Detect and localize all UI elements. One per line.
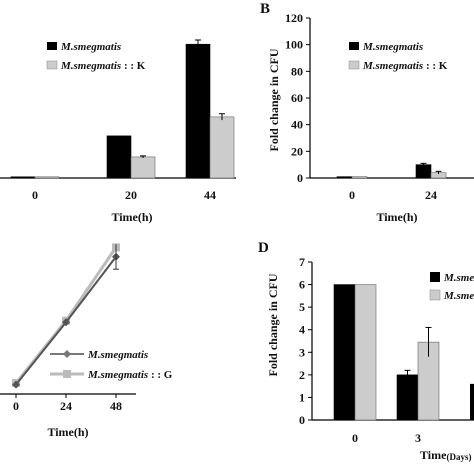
panel-b-y-tick-2: 40 <box>291 118 303 132</box>
panel-a-x-tick-2: 44 <box>204 188 216 202</box>
panel-d-chart: D Fold change in CFU 0 1 2 3 4 5 6 7 0 3 Time(Da… <box>258 240 474 462</box>
panel-a-bar-s0-1 <box>106 135 132 179</box>
panel-b-bar-s0-0 <box>336 176 353 179</box>
panel-a-bar-s1-2 <box>209 116 235 179</box>
panel-d-y-tick-5: 5 <box>299 300 305 314</box>
panel-d-letter: D <box>258 240 269 256</box>
panel-d-bar-extra <box>470 383 474 420</box>
panel-d-y-tick-3: 3 <box>299 345 305 359</box>
panel-d-legend-label-1: M.smeg <box>443 272 474 284</box>
panel-a-chart: 0 20 44 Time(h) M.smegmatis M.smegmatis : … <box>0 39 236 224</box>
panel-c-legend-label-1: M.smegmatis <box>87 349 148 361</box>
panel-b-bar-s0-1 <box>415 164 432 179</box>
panel-b-xlabel: Time(h) <box>376 210 417 224</box>
panel-d-y-tick-1: 1 <box>299 390 305 404</box>
panel-a-x-tick-1: 20 <box>125 188 137 202</box>
panel-c-x-tick-2: 48 <box>110 399 122 413</box>
panel-b-x-tick-1: 24 <box>425 188 437 202</box>
panel-b-legend-label-1: M.smegmatis <box>362 41 423 53</box>
panel-b-y-tick-5: 100 <box>285 38 303 52</box>
panel-d-bar-s1-0 <box>354 284 377 421</box>
panel-a-bar-s1-0 <box>34 176 60 179</box>
panel-c-legend-marker-1 <box>63 350 71 358</box>
panel-d-legend-label-2: M.sme <box>443 290 474 302</box>
panel-a-bar-s1-1 <box>130 156 156 179</box>
panel-b-legend: M.smegmatis M.smegmatis : : K <box>348 41 448 72</box>
panel-b-chart: B Fold change in CFU 0 20 40 60 80 100 120 0 24… <box>260 1 474 224</box>
panel-a-bar-s0-2 <box>185 43 211 179</box>
panel-a-legend-label-1: M.smegmatis <box>60 41 121 53</box>
panel-d-x-tick-1: 3 <box>415 431 421 445</box>
panel-d-bar-s0-1 <box>396 374 419 421</box>
panel-b-legend-swatch-2 <box>348 60 360 70</box>
panel-b-y-tick-6: 120 <box>285 11 303 25</box>
panel-c-chart: 0 24 48 Time(h) M.smegmatis M.smegmatis : … <box>0 243 173 439</box>
panel-b-ylabel: Fold change in CFU <box>267 48 281 151</box>
panel-a-legend-swatch-1 <box>47 42 57 50</box>
panel-d-y-tick-2: 2 <box>299 368 305 382</box>
panel-a-legend: M.smegmatis M.smegmatis : : K <box>46 41 146 72</box>
panel-d-legend: M.smeg M.sme <box>429 272 474 302</box>
panel-d-bar-s0-0 <box>333 284 356 421</box>
panel-d-ylabel: Fold change in CFU <box>266 273 280 376</box>
panel-b-legend-label-2: M.smegmatis : : K <box>362 60 448 72</box>
panel-c-x-tick-0: 0 <box>13 399 19 413</box>
panel-d-legend-swatch-1 <box>430 272 440 282</box>
panel-d-x-tick-0: 0 <box>352 431 358 445</box>
panel-b-x-tick-0: 0 <box>349 188 355 202</box>
panel-b-bar-s1-0 <box>351 176 368 179</box>
panel-b-y-tick-0: 0 <box>297 171 303 185</box>
panel-b-y-tick-4: 80 <box>291 64 303 78</box>
panel-a-xlabel: Time(h) <box>111 210 152 224</box>
panel-c-line-s1 <box>14 246 118 385</box>
panel-a-legend-label-2: M.smegmatis : : K <box>60 60 146 72</box>
panel-c-marker-s0-0 <box>12 380 20 389</box>
panel-c-legend: M.smegmatis M.smegmatis : : G <box>50 349 173 381</box>
panel-d-y-tick-7: 7 <box>299 255 305 269</box>
panel-c-legend-label-2: M.smegmatis : : G <box>87 369 173 381</box>
panel-c-marker-s0-1 <box>62 318 70 327</box>
panel-d-xlabel: Time(Days) <box>420 448 471 462</box>
panel-b-y-tick-1: 20 <box>291 144 303 158</box>
panel-c-xlabel: Time(h) <box>47 425 88 439</box>
panel-c-legend-marker-2 <box>63 370 71 378</box>
panel-b-letter: B <box>260 1 270 17</box>
panel-a-legend-swatch-2 <box>46 60 58 70</box>
panel-c-x-tick-1: 24 <box>60 399 72 413</box>
panel-d-y-tick-6: 6 <box>299 278 305 292</box>
panel-d-y-tick-0: 0 <box>299 413 305 427</box>
panel-d-y-tick-4: 4 <box>299 323 305 337</box>
panel-b-legend-swatch-1 <box>349 42 359 50</box>
panel-b-y-tick-3: 60 <box>291 91 303 105</box>
panel-a-bar-s0-0 <box>10 176 36 179</box>
panel-a-x-tick-0: 0 <box>32 188 38 202</box>
panel-d-legend-swatch-2 <box>429 289 441 301</box>
